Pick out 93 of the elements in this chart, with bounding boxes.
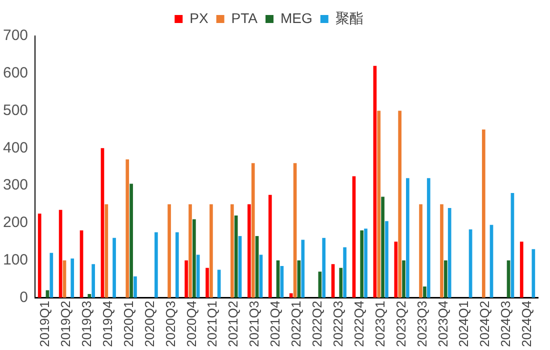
x-tick-label: 2019Q3 [79, 300, 94, 348]
bar [112, 238, 116, 298]
bar [381, 196, 384, 298]
bar [88, 294, 92, 298]
y-tick-label: 200 [2, 214, 28, 232]
x-tick-label: 2019Q2 [58, 300, 74, 348]
bar [385, 221, 388, 298]
bar [532, 249, 536, 298]
bar [238, 236, 242, 298]
x-tick-label: 2024Q1 [456, 300, 472, 348]
y-tick-label: 600 [2, 64, 28, 82]
bar [184, 260, 188, 298]
x-tick-label: 2020Q3 [162, 300, 178, 348]
x-tick-label: 2023Q2 [393, 300, 408, 348]
bar [268, 194, 272, 298]
bar [154, 232, 158, 298]
bar [352, 176, 356, 298]
bar [510, 193, 514, 298]
x-tick-label: 2020Q1 [120, 300, 136, 348]
x-tick-label: 2021Q2 [226, 300, 241, 348]
x-tick-label: 2023Q1 [372, 300, 388, 348]
y-tick-label: 400 [2, 139, 28, 156]
bar [343, 247, 346, 298]
bar [293, 163, 297, 298]
bar [196, 254, 200, 298]
legend-label: PTA [231, 10, 258, 26]
bar [126, 159, 130, 298]
bar [234, 215, 238, 298]
bar [482, 129, 486, 298]
bar [50, 252, 54, 298]
bar [206, 268, 209, 298]
bar [251, 163, 255, 298]
bar [230, 204, 234, 298]
x-tick-label: 2024Q4 [519, 300, 534, 348]
bar [192, 219, 196, 298]
bar [188, 204, 192, 298]
bar [301, 240, 305, 298]
x-tick-label: 2020Q2 [142, 300, 157, 348]
bar [104, 204, 108, 298]
bar [92, 264, 95, 298]
bar [419, 204, 422, 298]
bar [289, 293, 293, 298]
bar [248, 204, 251, 298]
bar [100, 148, 104, 298]
bar [520, 242, 524, 298]
bar [339, 268, 343, 298]
y-tick-label: 300 [2, 176, 28, 194]
bar [259, 254, 263, 298]
bar [373, 66, 377, 298]
x-tick-label: 2021Q4 [268, 300, 283, 348]
x-tick-label: 2022Q2 [310, 300, 325, 348]
bar [426, 178, 430, 298]
bar [168, 204, 171, 298]
bar [360, 230, 364, 298]
y-tick-label: 700 [2, 27, 28, 44]
x-tick-label: 2023Q3 [414, 300, 430, 348]
legend-label: 聚酯 [335, 10, 364, 26]
bar [423, 286, 426, 298]
bar [406, 178, 410, 298]
bar [402, 260, 406, 298]
bar [322, 238, 326, 298]
bar [70, 258, 74, 298]
legend-label: MEG [280, 10, 312, 26]
y-tick-label: 100 [2, 251, 28, 268]
x-tick-label: 2019Q4 [100, 300, 115, 348]
bar [175, 232, 179, 298]
bar [377, 110, 381, 298]
bar [364, 228, 368, 298]
x-tick-label: 2023Q4 [435, 300, 450, 348]
x-tick-label: 2021Q1 [204, 300, 220, 348]
x-tick-label: 2022Q4 [351, 300, 366, 348]
x-tick-label: 2019Q1 [37, 300, 52, 348]
bar [444, 260, 448, 298]
y-tick-label: 500 [2, 102, 28, 119]
bar [38, 214, 42, 298]
x-tick-label: 2020Q4 [184, 300, 199, 348]
bar [217, 270, 221, 298]
bar [318, 272, 322, 298]
x-tick-label: 2021Q3 [246, 300, 262, 348]
legend-label: PX [190, 10, 209, 26]
bar [398, 110, 402, 298]
bar [448, 208, 452, 298]
x-tick-label: 2024Q2 [477, 300, 492, 348]
bar [255, 236, 259, 298]
bar [134, 276, 137, 298]
bar [440, 204, 444, 298]
y-tick-label: 0 [20, 288, 28, 306]
x-tick-label: 2022Q1 [288, 300, 304, 348]
x-tick-label: 2024Q3 [498, 300, 514, 348]
bar [210, 204, 213, 298]
x-tick-label: 2022Q3 [330, 300, 346, 348]
bar [394, 242, 398, 298]
bar [130, 184, 133, 298]
